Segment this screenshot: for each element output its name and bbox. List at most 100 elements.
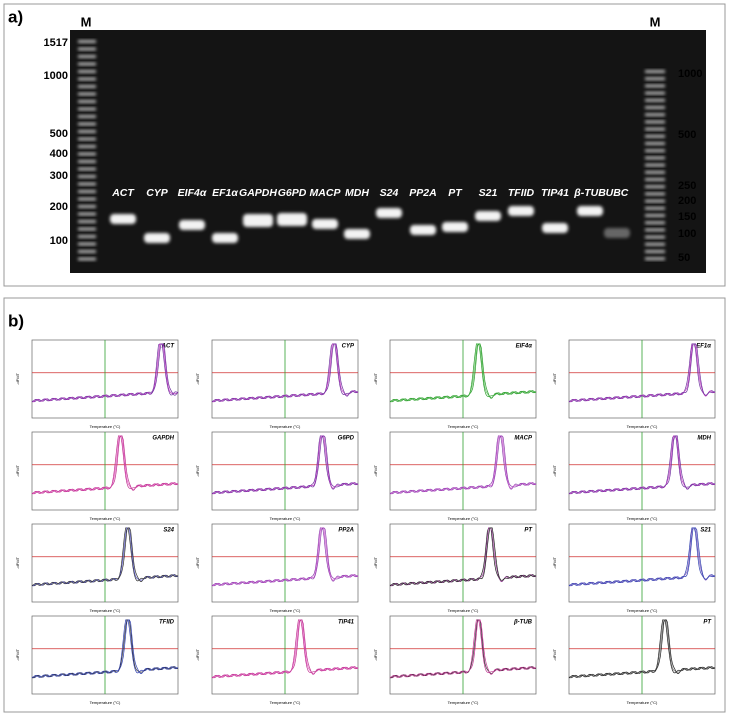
ladder-band	[645, 250, 665, 253]
ladder-band	[78, 107, 96, 111]
lane-label: MDH	[345, 187, 369, 199]
ladder-band	[78, 212, 96, 216]
ladder-band	[645, 156, 665, 160]
ladder-band	[645, 221, 665, 225]
lane-label: EIF4α	[178, 187, 207, 199]
melt-curve	[389, 527, 537, 587]
y-axis-label: -dF/dT	[15, 649, 20, 661]
ladder-label: 200	[50, 201, 68, 213]
ladder-label: 250	[678, 180, 696, 192]
melt-curve	[211, 435, 359, 495]
y-axis-label: -dF/dT	[195, 557, 200, 569]
melt-curve	[568, 343, 716, 403]
x-axis-label: Temperature (°C)	[448, 608, 479, 613]
plot-title: β-TUB	[513, 620, 533, 626]
ladder-band	[78, 70, 96, 73]
plot-title: TIP41	[338, 620, 355, 626]
x-axis-label: Temperature (°C)	[448, 516, 479, 521]
ladder-band	[645, 170, 665, 174]
x-axis-label: Temperature (°C)	[90, 700, 121, 705]
ladder-band	[78, 77, 96, 81]
ladder-band	[78, 197, 96, 201]
x-axis-label: Temperature (°C)	[90, 424, 121, 429]
lane-label: S24	[380, 187, 399, 199]
y-axis-label: -dF/dT	[15, 465, 20, 477]
x-axis-label: Temperature (°C)	[448, 700, 479, 705]
lane-label: TIP41	[541, 187, 569, 199]
ladder-band	[78, 227, 96, 231]
ladder-label: 400	[50, 148, 68, 160]
melt-curve	[568, 619, 716, 679]
y-axis-label: -dF/dT	[195, 649, 200, 661]
panel-label: b)	[8, 311, 24, 330]
gel-band	[344, 229, 370, 239]
plot-title: EF1α	[696, 344, 711, 350]
marker-label: M	[650, 14, 661, 29]
ladder-band	[78, 145, 96, 148]
ladder-band	[78, 160, 96, 163]
gel-band	[542, 223, 568, 233]
melt-curve	[568, 343, 716, 403]
melt-curve	[568, 527, 716, 587]
lane-label: ACT	[111, 187, 135, 199]
y-axis-label: -dF/dT	[373, 465, 378, 477]
ladder-band	[78, 242, 96, 246]
x-axis-label: Temperature (°C)	[448, 424, 479, 429]
ladder-band	[645, 84, 665, 88]
melt-curve	[389, 435, 537, 495]
y-axis-label: -dF/dT	[15, 373, 20, 385]
plot-title: G6PD	[338, 436, 355, 442]
x-axis-label: Temperature (°C)	[627, 516, 658, 521]
ladder-band	[645, 199, 665, 203]
gel-band	[442, 222, 468, 232]
ladder-band	[645, 98, 665, 102]
melt-curve	[211, 527, 359, 587]
melt-curve	[211, 619, 359, 679]
x-axis-label: Temperature (°C)	[270, 424, 301, 429]
x-axis-label: Temperature (°C)	[270, 516, 301, 521]
ladder-band	[645, 91, 665, 95]
gel	[70, 30, 706, 273]
panel-label: a)	[8, 7, 23, 26]
lane-label: PP2A	[409, 187, 436, 199]
x-axis-label: Temperature (°C)	[627, 424, 658, 429]
plot-title: GAPDH	[152, 436, 174, 442]
y-axis-label: -dF/dT	[15, 557, 20, 569]
ladder-band	[78, 130, 96, 133]
melt-curve	[31, 343, 179, 403]
melt-curve	[211, 527, 359, 587]
ladder-band	[645, 149, 665, 153]
plot-title: PT	[703, 620, 712, 626]
ladder-label: 1517	[44, 37, 68, 49]
ladder-band	[78, 182, 96, 186]
plot-title: EIF4α	[516, 344, 533, 350]
ladder-band	[645, 178, 665, 181]
plot-title: TFIID	[159, 620, 175, 626]
y-axis-label: -dF/dT	[552, 649, 557, 661]
ladder-band	[645, 77, 665, 81]
melt-curve	[211, 435, 359, 495]
y-axis-label: -dF/dT	[373, 373, 378, 385]
ladder-band	[78, 220, 96, 223]
ladder-band	[78, 115, 96, 118]
ladder-band	[645, 228, 665, 232]
ladder-label: 500	[678, 129, 696, 141]
ladder-band	[645, 185, 665, 189]
melt-curve	[389, 343, 537, 403]
ladder-label: 50	[678, 252, 690, 264]
lane-label: MACP	[310, 187, 342, 199]
melt-curve	[31, 619, 179, 679]
y-axis-label: -dF/dT	[195, 373, 200, 385]
y-axis-label: -dF/dT	[373, 649, 378, 661]
gel-band	[376, 208, 402, 218]
ladder-band	[78, 137, 96, 141]
melt-curve	[211, 619, 359, 679]
ladder-band	[78, 205, 96, 208]
ladder-band	[78, 167, 96, 171]
ladder-band	[645, 106, 665, 109]
ladder-band	[78, 47, 96, 51]
melt-curve	[389, 435, 537, 495]
plot-title: PT	[524, 528, 533, 534]
gel-band	[410, 225, 436, 235]
plot-title: S24	[163, 528, 174, 534]
